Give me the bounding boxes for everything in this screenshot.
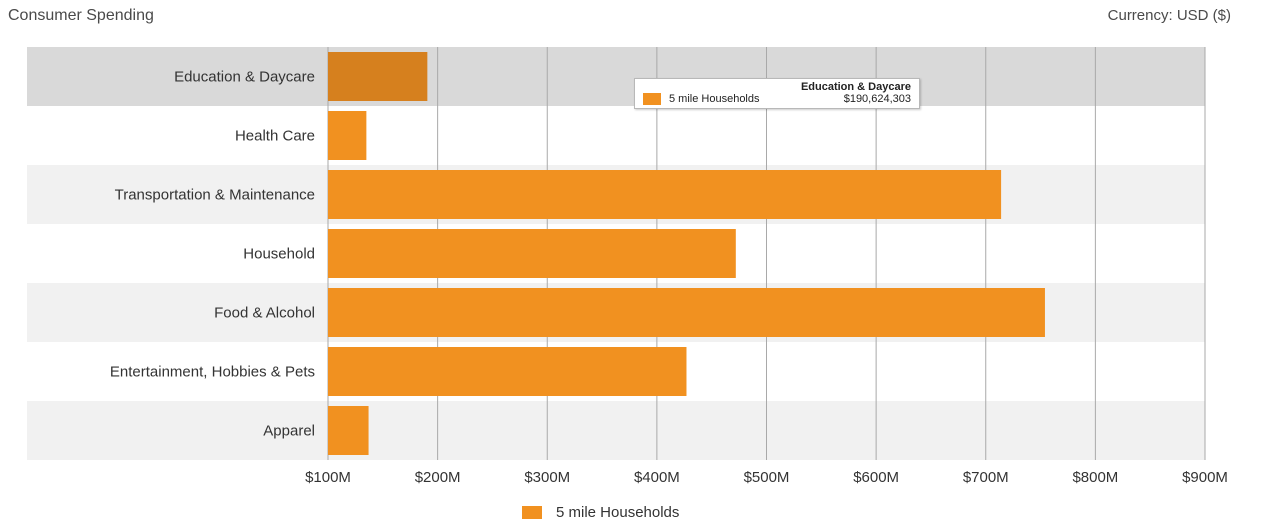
row-band: [27, 106, 1205, 165]
category-label: Transportation & Maintenance: [115, 187, 315, 204]
category-label: Health Care: [235, 128, 315, 145]
bar: [328, 111, 367, 160]
legend[interactable]: 5 mile Households: [522, 503, 679, 521]
row-band: [27, 47, 1205, 106]
category-label: Apparel: [263, 423, 315, 440]
x-tick-label: $700M: [963, 469, 1009, 486]
x-tick-label: $100M: [305, 469, 351, 486]
legend-swatch: [522, 505, 542, 519]
x-tick-label: $500M: [744, 469, 790, 486]
category-label: Education & Daycare: [174, 69, 315, 86]
chart-tooltip: Education & Daycare 5 mile Households $1…: [634, 78, 920, 109]
row-band: [27, 401, 1205, 460]
bar: [328, 229, 736, 278]
bar: [328, 170, 1002, 219]
tooltip-series: 5 mile Households: [669, 93, 760, 105]
bar: [328, 347, 687, 396]
tooltip-value: $190,624,303: [843, 93, 911, 105]
bar: [328, 52, 428, 101]
currency-label: Currency: USD ($): [1107, 7, 1231, 24]
x-tick-label: $900M: [1182, 469, 1228, 486]
category-label: Entertainment, Hobbies & Pets: [110, 364, 315, 381]
x-tick-label: $800M: [1072, 469, 1118, 486]
x-tick-label: $200M: [415, 469, 461, 486]
chart-title: Consumer Spending: [8, 7, 154, 24]
x-tick-label: $300M: [524, 469, 570, 486]
x-tick-label: $400M: [634, 469, 680, 486]
tooltip-title: Education & Daycare: [800, 81, 911, 93]
bar: [328, 406, 369, 455]
x-tick-label: $600M: [853, 469, 899, 486]
bar: [328, 288, 1045, 337]
legend-label: 5 mile Households: [556, 503, 680, 521]
tooltip-swatch: [643, 93, 661, 105]
category-label: Food & Alcohol: [214, 305, 315, 322]
category-label: Household: [243, 246, 315, 263]
